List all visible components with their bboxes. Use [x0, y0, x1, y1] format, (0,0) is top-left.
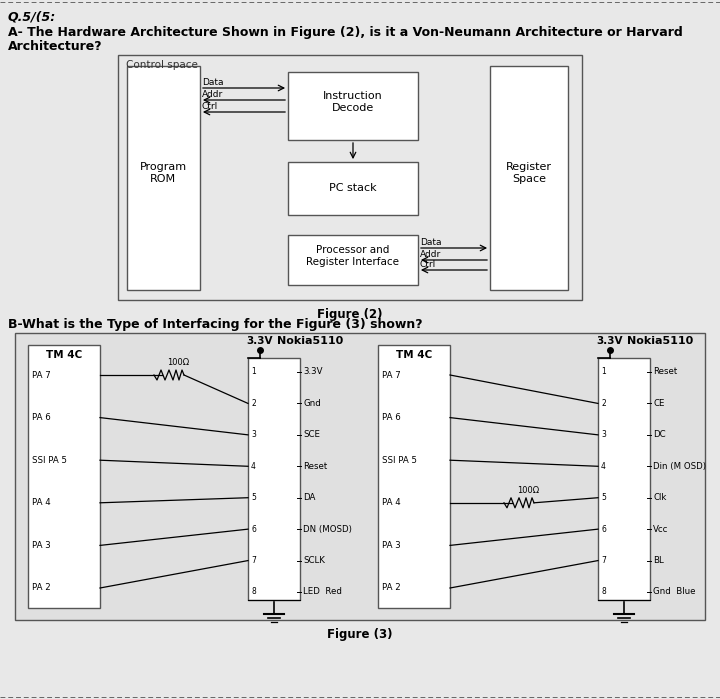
Text: PA 7: PA 7 [32, 370, 50, 380]
Text: PC stack: PC stack [329, 183, 377, 193]
Text: SCE: SCE [303, 431, 320, 440]
Text: 4: 4 [251, 462, 256, 471]
Text: Clk: Clk [653, 493, 667, 502]
Text: DN (MOSD): DN (MOSD) [303, 525, 352, 533]
Text: Control space: Control space [126, 60, 198, 70]
Text: 1: 1 [251, 368, 256, 377]
Text: PA 3: PA 3 [32, 541, 50, 550]
Text: PA 6: PA 6 [382, 413, 401, 422]
Text: 6: 6 [601, 525, 606, 533]
Text: PA 2: PA 2 [32, 584, 50, 593]
Text: Data: Data [202, 78, 223, 87]
Text: Ctrl: Ctrl [202, 102, 218, 111]
Text: 7: 7 [251, 556, 256, 565]
Text: Program
ROM: Program ROM [140, 162, 186, 184]
Text: 3.3V: 3.3V [597, 336, 624, 346]
Bar [15, 333, 705, 620]
Text: 5: 5 [601, 493, 606, 502]
Bar [118, 55, 582, 300]
Text: 7: 7 [601, 556, 606, 565]
Bar [378, 345, 450, 608]
Text: SCLK: SCLK [303, 556, 325, 565]
Text: 4: 4 [601, 462, 606, 471]
Text: Gnd  Blue: Gnd Blue [653, 587, 696, 596]
Text: PA 6: PA 6 [32, 413, 50, 422]
Text: Addr: Addr [420, 250, 441, 259]
Text: Nokia5110: Nokia5110 [277, 336, 343, 346]
Text: DC: DC [653, 431, 665, 440]
Text: PA 4: PA 4 [382, 498, 401, 507]
Text: Addr: Addr [202, 90, 223, 99]
Text: 3.3V: 3.3V [303, 368, 323, 377]
Bar [288, 235, 418, 285]
Text: Q.5/(5:: Q.5/(5: [8, 10, 56, 23]
Text: CE: CE [653, 399, 665, 408]
Text: A- The Hardware Architecture Shown in Figure (2), is it a Von-Neumann Architectu: A- The Hardware Architecture Shown in Fi… [8, 26, 683, 39]
Bar [598, 358, 650, 600]
Text: Figure (2): Figure (2) [318, 308, 383, 321]
Text: Data: Data [420, 238, 441, 247]
Text: 8: 8 [251, 587, 256, 596]
Bar [28, 345, 100, 608]
Bar [288, 72, 418, 140]
Bar [490, 66, 568, 290]
Text: Figure (3): Figure (3) [328, 628, 392, 641]
Text: Reset: Reset [303, 462, 328, 471]
Text: SSI PA 5: SSI PA 5 [382, 456, 417, 465]
Bar [248, 358, 300, 600]
Text: PA 4: PA 4 [32, 498, 50, 507]
Text: 6: 6 [251, 525, 256, 533]
Text: 3.3V: 3.3V [247, 336, 274, 346]
Text: Vcc: Vcc [653, 525, 668, 533]
Text: Architecture?: Architecture? [8, 40, 103, 53]
Text: SSI PA 5: SSI PA 5 [32, 456, 67, 465]
Text: PA 3: PA 3 [382, 541, 401, 550]
Text: Instruction
Decode: Instruction Decode [323, 91, 383, 113]
Text: TM 4C: TM 4C [46, 350, 82, 360]
Text: 5: 5 [251, 493, 256, 502]
Text: B-What is the Type of Interfacing for the Figure (3) shown?: B-What is the Type of Interfacing for th… [8, 318, 423, 331]
Text: DA: DA [303, 493, 315, 502]
Text: BL: BL [653, 556, 664, 565]
Text: TM 4C: TM 4C [396, 350, 432, 360]
Text: 100Ω: 100Ω [517, 486, 539, 495]
Text: Nokia5110: Nokia5110 [627, 336, 693, 346]
Text: 1: 1 [601, 368, 606, 377]
Text: 2: 2 [251, 399, 256, 408]
Text: 3: 3 [601, 431, 606, 440]
Text: 3: 3 [251, 431, 256, 440]
Text: PA 7: PA 7 [382, 370, 401, 380]
Text: Processor and
Register Interface: Processor and Register Interface [307, 245, 400, 267]
Bar [127, 66, 200, 290]
Bar [288, 162, 418, 215]
Text: Reset: Reset [653, 368, 678, 377]
Text: 2: 2 [601, 399, 606, 408]
Text: Din (M OSD): Din (M OSD) [653, 462, 706, 471]
Text: 8: 8 [601, 587, 606, 596]
Text: Ctrl: Ctrl [420, 260, 436, 269]
Text: 100Ω: 100Ω [167, 358, 189, 367]
Text: Register
Space: Register Space [506, 162, 552, 184]
Text: Gnd: Gnd [303, 399, 320, 408]
Text: LED  Red: LED Red [303, 587, 342, 596]
Text: PA 2: PA 2 [382, 584, 401, 593]
